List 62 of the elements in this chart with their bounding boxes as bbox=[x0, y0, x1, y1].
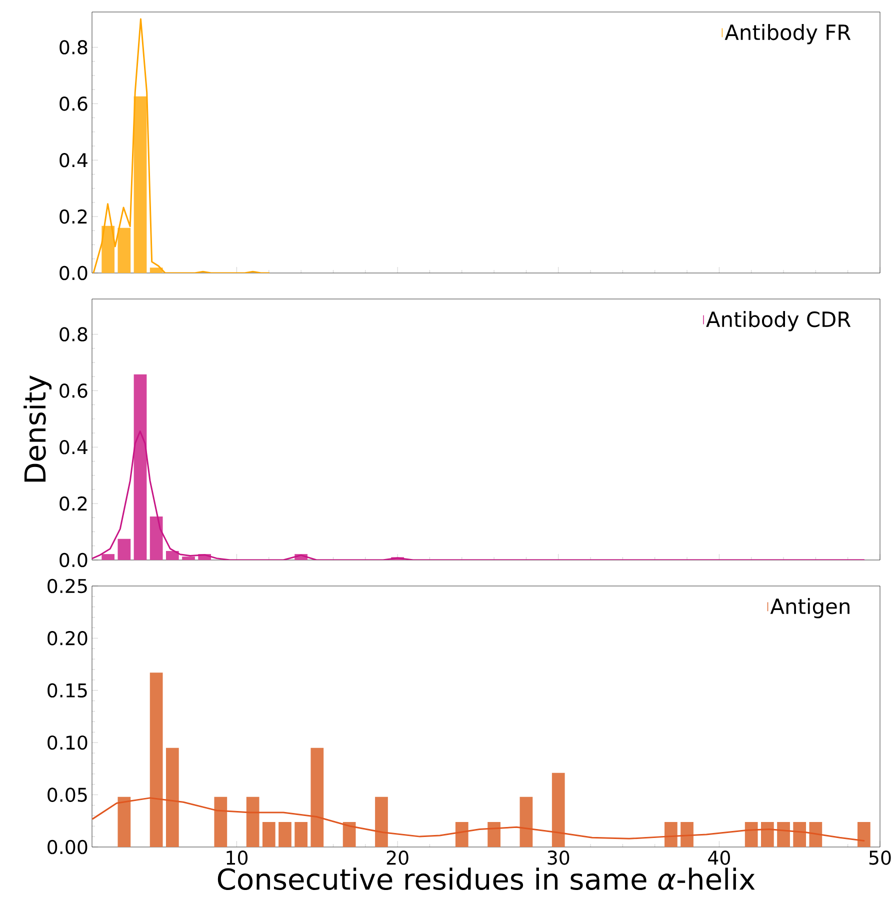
bar bbox=[857, 822, 870, 847]
bar bbox=[793, 822, 806, 847]
y-tick-label: 0.8 bbox=[60, 40, 88, 54]
line-series bbox=[92, 18, 270, 273]
bar bbox=[488, 822, 500, 847]
y-tick-label: 0.6 bbox=[60, 96, 88, 111]
x-tick-label: 30 bbox=[548, 850, 570, 865]
bar bbox=[102, 554, 115, 560]
y-tick-label: 0.25 bbox=[48, 578, 87, 594]
x-tick-label: 10 bbox=[226, 850, 248, 865]
y-tick-label: 0.8 bbox=[60, 327, 88, 342]
bar bbox=[246, 796, 260, 847]
y-tick-label: 0.4 bbox=[60, 152, 88, 168]
bar bbox=[118, 796, 131, 847]
bar bbox=[744, 822, 758, 847]
bar bbox=[278, 822, 292, 847]
y-axis-title: Density bbox=[24, 375, 52, 482]
y-tick-label: 0.4 bbox=[60, 440, 88, 454]
bar bbox=[150, 268, 163, 273]
y-tick-label: 0.15 bbox=[48, 683, 87, 698]
x-axis-title: Consecutive residues in same α-helix bbox=[218, 868, 755, 890]
bar bbox=[214, 796, 228, 847]
y-tick-label: 0.0 bbox=[60, 266, 88, 280]
bar bbox=[150, 672, 163, 847]
bar bbox=[375, 796, 388, 847]
x-tick-label: 50 bbox=[869, 850, 891, 865]
y-tick-label: 0.0 bbox=[60, 552, 88, 568]
bar bbox=[262, 822, 276, 847]
legend-label: Antigen bbox=[770, 598, 850, 618]
bar bbox=[520, 796, 533, 847]
bar bbox=[134, 374, 147, 560]
bar bbox=[102, 226, 115, 273]
bar bbox=[134, 96, 147, 273]
bar bbox=[118, 538, 131, 560]
bar bbox=[761, 822, 774, 847]
y-tick-label: 0.2 bbox=[60, 496, 87, 511]
x-tick-label: 20 bbox=[386, 850, 408, 865]
y-tick-label: 0.10 bbox=[48, 735, 88, 750]
bar bbox=[150, 516, 163, 560]
line-series bbox=[92, 797, 865, 842]
legend-label: Antibody FR bbox=[724, 24, 851, 44]
bar bbox=[664, 822, 678, 847]
bar bbox=[310, 748, 324, 847]
bar bbox=[118, 228, 131, 273]
y-tick-label: 0.00 bbox=[48, 840, 88, 854]
y-tick-label: 0.05 bbox=[48, 788, 87, 802]
bar bbox=[809, 822, 822, 847]
bar bbox=[777, 822, 790, 847]
bar bbox=[552, 772, 565, 847]
bar bbox=[294, 822, 308, 847]
bar bbox=[455, 822, 468, 847]
y-tick-label: 0.2 bbox=[60, 209, 87, 224]
y-tick-label: 0.6 bbox=[60, 384, 88, 398]
legend-label: Antibody CDR bbox=[706, 311, 851, 332]
line-series bbox=[92, 430, 865, 560]
y-tick-label: 0.20 bbox=[48, 631, 88, 646]
bar bbox=[680, 822, 694, 847]
bar bbox=[166, 748, 179, 847]
x-tick-label: 40 bbox=[708, 850, 730, 865]
bar bbox=[166, 550, 179, 560]
bar bbox=[342, 822, 356, 847]
bar bbox=[182, 556, 195, 560]
